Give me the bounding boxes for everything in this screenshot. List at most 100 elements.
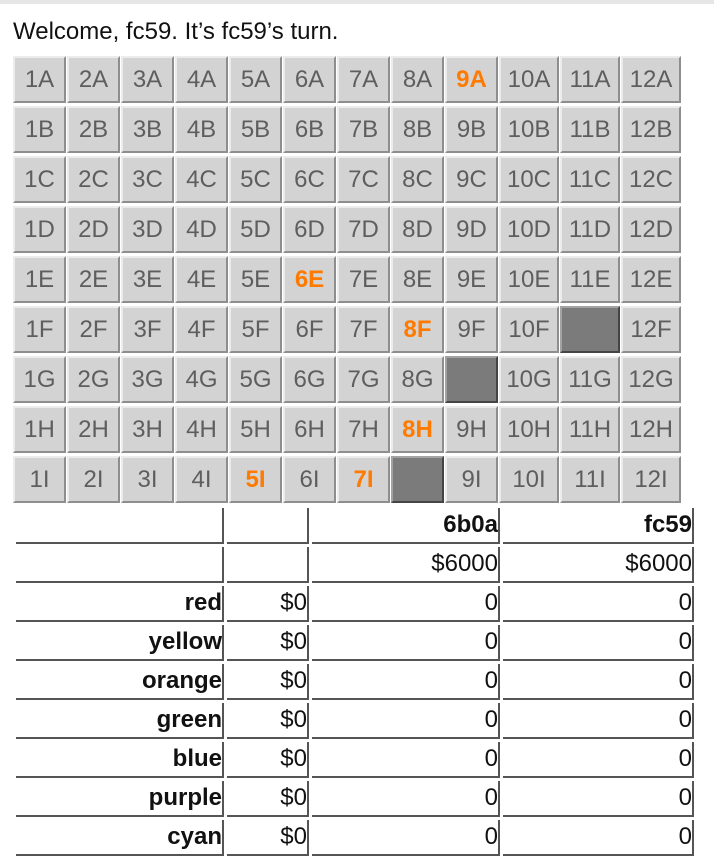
board-cell-10f[interactable]: 10F <box>499 306 559 353</box>
board-cell-12b[interactable]: 12B <box>621 106 681 153</box>
board-tile-placed[interactable] <box>445 356 498 403</box>
board-cell-9i[interactable]: 9I <box>445 456 498 503</box>
board-cell-3d[interactable]: 3D <box>121 206 174 253</box>
board-cell-10d[interactable]: 10D <box>499 206 559 253</box>
board-cell-8f[interactable]: 8F <box>391 306 444 353</box>
board-cell-12i[interactable]: 12I <box>621 456 681 503</box>
board-cell-3i[interactable]: 3I <box>121 456 174 503</box>
board-cell-10g[interactable]: 10G <box>499 356 559 403</box>
board-cell-7i[interactable]: 7I <box>337 456 390 503</box>
board-cell-8c[interactable]: 8C <box>391 156 444 203</box>
board-cell-5b[interactable]: 5B <box>229 106 282 153</box>
board-cell-10e[interactable]: 10E <box>499 256 559 303</box>
board-cell-9f[interactable]: 9F <box>445 306 498 353</box>
board-cell-12e[interactable]: 12E <box>621 256 681 303</box>
board-cell-11c[interactable]: 11C <box>560 156 620 203</box>
board-cell-7h[interactable]: 7H <box>337 406 390 453</box>
board-cell-8d[interactable]: 8D <box>391 206 444 253</box>
board-cell-3a[interactable]: 3A <box>121 56 174 103</box>
board-cell-10b[interactable]: 10B <box>499 106 559 153</box>
board-cell-4i[interactable]: 4I <box>175 456 228 503</box>
board-cell-11e[interactable]: 11E <box>560 256 620 303</box>
board-cell-7g[interactable]: 7G <box>337 356 390 403</box>
board-cell-4h[interactable]: 4H <box>175 406 228 453</box>
board-cell-6h[interactable]: 6H <box>283 406 336 453</box>
board-cell-7d[interactable]: 7D <box>337 206 390 253</box>
board-cell-6f[interactable]: 6F <box>283 306 336 353</box>
board-cell-9d[interactable]: 9D <box>445 206 498 253</box>
board-cell-2b[interactable]: 2B <box>67 106 120 153</box>
board-cell-11d[interactable]: 11D <box>560 206 620 253</box>
board-cell-7a[interactable]: 7A <box>337 56 390 103</box>
board-cell-12d[interactable]: 12D <box>621 206 681 253</box>
board-cell-3f[interactable]: 3F <box>121 306 174 353</box>
board-cell-6g[interactable]: 6G <box>283 356 336 403</box>
board-cell-6i[interactable]: 6I <box>283 456 336 503</box>
board-cell-11h[interactable]: 11H <box>560 406 620 453</box>
board-cell-7c[interactable]: 7C <box>337 156 390 203</box>
board-cell-3c[interactable]: 3C <box>121 156 174 203</box>
board-cell-12f[interactable]: 12F <box>621 306 681 353</box>
board-cell-5c[interactable]: 5C <box>229 156 282 203</box>
board-cell-12h[interactable]: 12H <box>621 406 681 453</box>
board-cell-9c[interactable]: 9C <box>445 156 498 203</box>
board-cell-1i[interactable]: 1I <box>13 456 66 503</box>
board-cell-4g[interactable]: 4G <box>175 356 228 403</box>
board-cell-4c[interactable]: 4C <box>175 156 228 203</box>
board-cell-2g[interactable]: 2G <box>67 356 120 403</box>
board-cell-3b[interactable]: 3B <box>121 106 174 153</box>
board-cell-1a[interactable]: 1A <box>13 56 66 103</box>
board-cell-3g[interactable]: 3G <box>121 356 174 403</box>
board-cell-6a[interactable]: 6A <box>283 56 336 103</box>
board-cell-8h[interactable]: 8H <box>391 406 444 453</box>
board-cell-2h[interactable]: 2H <box>67 406 120 453</box>
board-cell-1c[interactable]: 1C <box>13 156 66 203</box>
board-cell-6b[interactable]: 6B <box>283 106 336 153</box>
board-cell-4f[interactable]: 4F <box>175 306 228 353</box>
board-cell-5d[interactable]: 5D <box>229 206 282 253</box>
board-cell-8g[interactable]: 8G <box>391 356 444 403</box>
board-cell-4b[interactable]: 4B <box>175 106 228 153</box>
board-cell-4e[interactable]: 4E <box>175 256 228 303</box>
board-cell-1b[interactable]: 1B <box>13 106 66 153</box>
board-cell-3e[interactable]: 3E <box>121 256 174 303</box>
board-cell-11b[interactable]: 11B <box>560 106 620 153</box>
board-cell-2e[interactable]: 2E <box>67 256 120 303</box>
board-cell-2f[interactable]: 2F <box>67 306 120 353</box>
board-cell-1h[interactable]: 1H <box>13 406 66 453</box>
board-tile-placed[interactable] <box>391 456 444 503</box>
board-cell-5g[interactable]: 5G <box>229 356 282 403</box>
board-cell-2i[interactable]: 2I <box>67 456 120 503</box>
board-cell-2c[interactable]: 2C <box>67 156 120 203</box>
board-cell-5f[interactable]: 5F <box>229 306 282 353</box>
board-cell-8b[interactable]: 8B <box>391 106 444 153</box>
board-cell-2a[interactable]: 2A <box>67 56 120 103</box>
board-cell-5e[interactable]: 5E <box>229 256 282 303</box>
board-cell-6c[interactable]: 6C <box>283 156 336 203</box>
board-tile-placed[interactable] <box>560 306 620 353</box>
board-cell-6e[interactable]: 6E <box>283 256 336 303</box>
board-cell-4d[interactable]: 4D <box>175 206 228 253</box>
board-cell-6d[interactable]: 6D <box>283 206 336 253</box>
board-cell-12g[interactable]: 12G <box>621 356 681 403</box>
board-cell-9a[interactable]: 9A <box>445 56 498 103</box>
board-cell-7f[interactable]: 7F <box>337 306 390 353</box>
board-cell-12c[interactable]: 12C <box>621 156 681 203</box>
board-cell-11i[interactable]: 11I <box>560 456 620 503</box>
board-cell-10a[interactable]: 10A <box>499 56 559 103</box>
board-cell-1g[interactable]: 1G <box>13 356 66 403</box>
board-cell-5a[interactable]: 5A <box>229 56 282 103</box>
board-cell-10h[interactable]: 10H <box>499 406 559 453</box>
board-cell-9h[interactable]: 9H <box>445 406 498 453</box>
board-cell-9b[interactable]: 9B <box>445 106 498 153</box>
board-cell-9e[interactable]: 9E <box>445 256 498 303</box>
board-cell-4a[interactable]: 4A <box>175 56 228 103</box>
board-cell-2d[interactable]: 2D <box>67 206 120 253</box>
board-cell-8e[interactable]: 8E <box>391 256 444 303</box>
board-cell-1e[interactable]: 1E <box>13 256 66 303</box>
board-cell-1d[interactable]: 1D <box>13 206 66 253</box>
board-cell-7e[interactable]: 7E <box>337 256 390 303</box>
board-cell-11g[interactable]: 11G <box>560 356 620 403</box>
board-cell-11a[interactable]: 11A <box>560 56 620 103</box>
board-cell-10c[interactable]: 10C <box>499 156 559 203</box>
